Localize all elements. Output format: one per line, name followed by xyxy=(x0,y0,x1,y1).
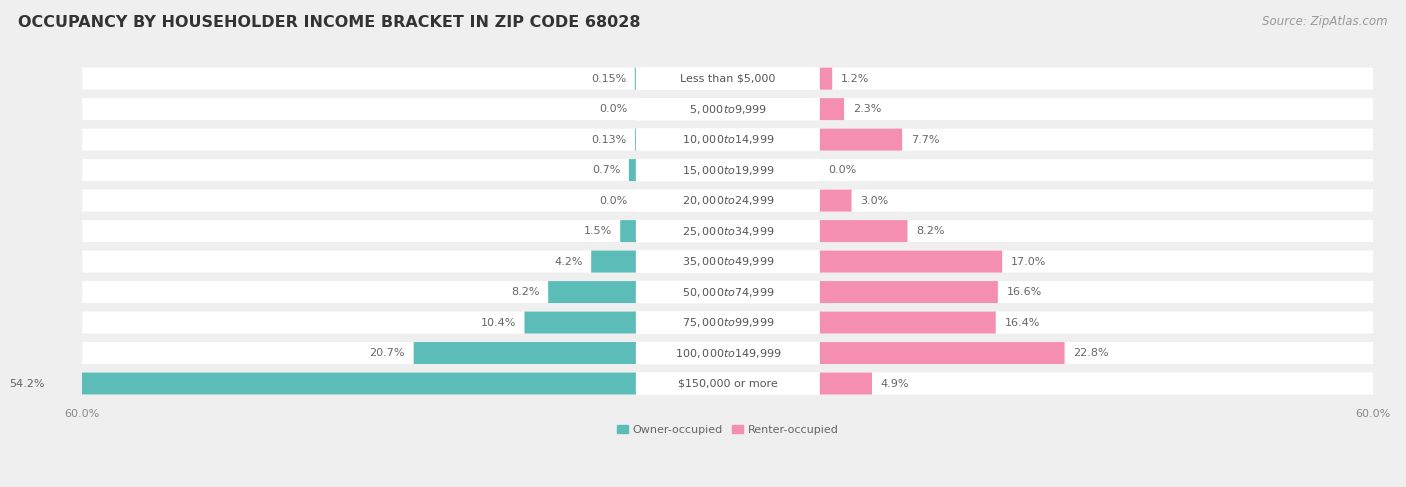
FancyBboxPatch shape xyxy=(53,373,637,394)
Text: $150,000 or more: $150,000 or more xyxy=(678,378,778,389)
Text: 8.2%: 8.2% xyxy=(510,287,540,297)
Text: 4.9%: 4.9% xyxy=(880,378,910,389)
Text: 0.0%: 0.0% xyxy=(599,104,627,114)
FancyBboxPatch shape xyxy=(83,220,1374,242)
Text: 1.5%: 1.5% xyxy=(583,226,612,236)
Text: $25,000 to $34,999: $25,000 to $34,999 xyxy=(682,225,775,238)
Text: 8.2%: 8.2% xyxy=(917,226,945,236)
FancyBboxPatch shape xyxy=(636,220,820,243)
Text: 54.2%: 54.2% xyxy=(8,378,45,389)
Text: 1.2%: 1.2% xyxy=(841,74,869,84)
Text: $15,000 to $19,999: $15,000 to $19,999 xyxy=(682,164,775,177)
Text: 3.0%: 3.0% xyxy=(860,196,889,206)
Text: $10,000 to $14,999: $10,000 to $14,999 xyxy=(682,133,775,146)
Text: 0.13%: 0.13% xyxy=(591,134,626,145)
Text: $100,000 to $149,999: $100,000 to $149,999 xyxy=(675,347,782,359)
FancyBboxPatch shape xyxy=(820,312,995,334)
FancyBboxPatch shape xyxy=(636,372,820,395)
FancyBboxPatch shape xyxy=(83,159,1374,181)
FancyBboxPatch shape xyxy=(820,68,832,90)
FancyBboxPatch shape xyxy=(820,129,903,150)
FancyBboxPatch shape xyxy=(636,129,820,151)
Text: 7.7%: 7.7% xyxy=(911,134,939,145)
FancyBboxPatch shape xyxy=(636,342,820,364)
FancyBboxPatch shape xyxy=(413,342,637,364)
FancyBboxPatch shape xyxy=(83,373,1374,394)
FancyBboxPatch shape xyxy=(636,281,820,303)
FancyBboxPatch shape xyxy=(820,189,852,211)
Text: $5,000 to $9,999: $5,000 to $9,999 xyxy=(689,103,768,115)
Text: 0.0%: 0.0% xyxy=(828,165,856,175)
FancyBboxPatch shape xyxy=(83,189,1374,211)
Text: OCCUPANCY BY HOUSEHOLDER INCOME BRACKET IN ZIP CODE 68028: OCCUPANCY BY HOUSEHOLDER INCOME BRACKET … xyxy=(18,15,641,30)
Text: 17.0%: 17.0% xyxy=(1011,257,1046,266)
Text: 2.3%: 2.3% xyxy=(852,104,882,114)
Text: 20.7%: 20.7% xyxy=(370,348,405,358)
Text: 10.4%: 10.4% xyxy=(481,318,516,328)
FancyBboxPatch shape xyxy=(591,251,637,273)
FancyBboxPatch shape xyxy=(820,98,844,120)
Text: Source: ZipAtlas.com: Source: ZipAtlas.com xyxy=(1263,15,1388,28)
FancyBboxPatch shape xyxy=(636,98,820,120)
Text: $35,000 to $49,999: $35,000 to $49,999 xyxy=(682,255,775,268)
Text: 0.7%: 0.7% xyxy=(592,165,620,175)
Text: 0.15%: 0.15% xyxy=(591,74,626,84)
FancyBboxPatch shape xyxy=(83,312,1374,334)
FancyBboxPatch shape xyxy=(83,342,1374,364)
Text: 0.0%: 0.0% xyxy=(599,196,627,206)
FancyBboxPatch shape xyxy=(636,67,820,90)
FancyBboxPatch shape xyxy=(634,68,637,90)
FancyBboxPatch shape xyxy=(83,281,1374,303)
Text: 4.2%: 4.2% xyxy=(554,257,582,266)
Text: 16.4%: 16.4% xyxy=(1004,318,1039,328)
FancyBboxPatch shape xyxy=(820,342,1064,364)
FancyBboxPatch shape xyxy=(636,250,820,273)
FancyBboxPatch shape xyxy=(83,98,1374,120)
FancyBboxPatch shape xyxy=(636,189,820,212)
FancyBboxPatch shape xyxy=(820,251,1002,273)
FancyBboxPatch shape xyxy=(83,129,1374,150)
Text: 22.8%: 22.8% xyxy=(1073,348,1109,358)
FancyBboxPatch shape xyxy=(524,312,637,334)
Legend: Owner-occupied, Renter-occupied: Owner-occupied, Renter-occupied xyxy=(613,420,842,439)
FancyBboxPatch shape xyxy=(820,281,998,303)
Text: $50,000 to $74,999: $50,000 to $74,999 xyxy=(682,285,775,299)
Text: 16.6%: 16.6% xyxy=(1007,287,1042,297)
Text: Less than $5,000: Less than $5,000 xyxy=(681,74,776,84)
FancyBboxPatch shape xyxy=(636,311,820,334)
Text: $20,000 to $24,999: $20,000 to $24,999 xyxy=(682,194,775,207)
FancyBboxPatch shape xyxy=(548,281,637,303)
FancyBboxPatch shape xyxy=(628,159,637,181)
FancyBboxPatch shape xyxy=(83,251,1374,273)
FancyBboxPatch shape xyxy=(820,220,907,242)
FancyBboxPatch shape xyxy=(620,220,637,242)
Text: $75,000 to $99,999: $75,000 to $99,999 xyxy=(682,316,775,329)
FancyBboxPatch shape xyxy=(83,68,1374,90)
FancyBboxPatch shape xyxy=(820,373,872,394)
FancyBboxPatch shape xyxy=(636,159,820,181)
